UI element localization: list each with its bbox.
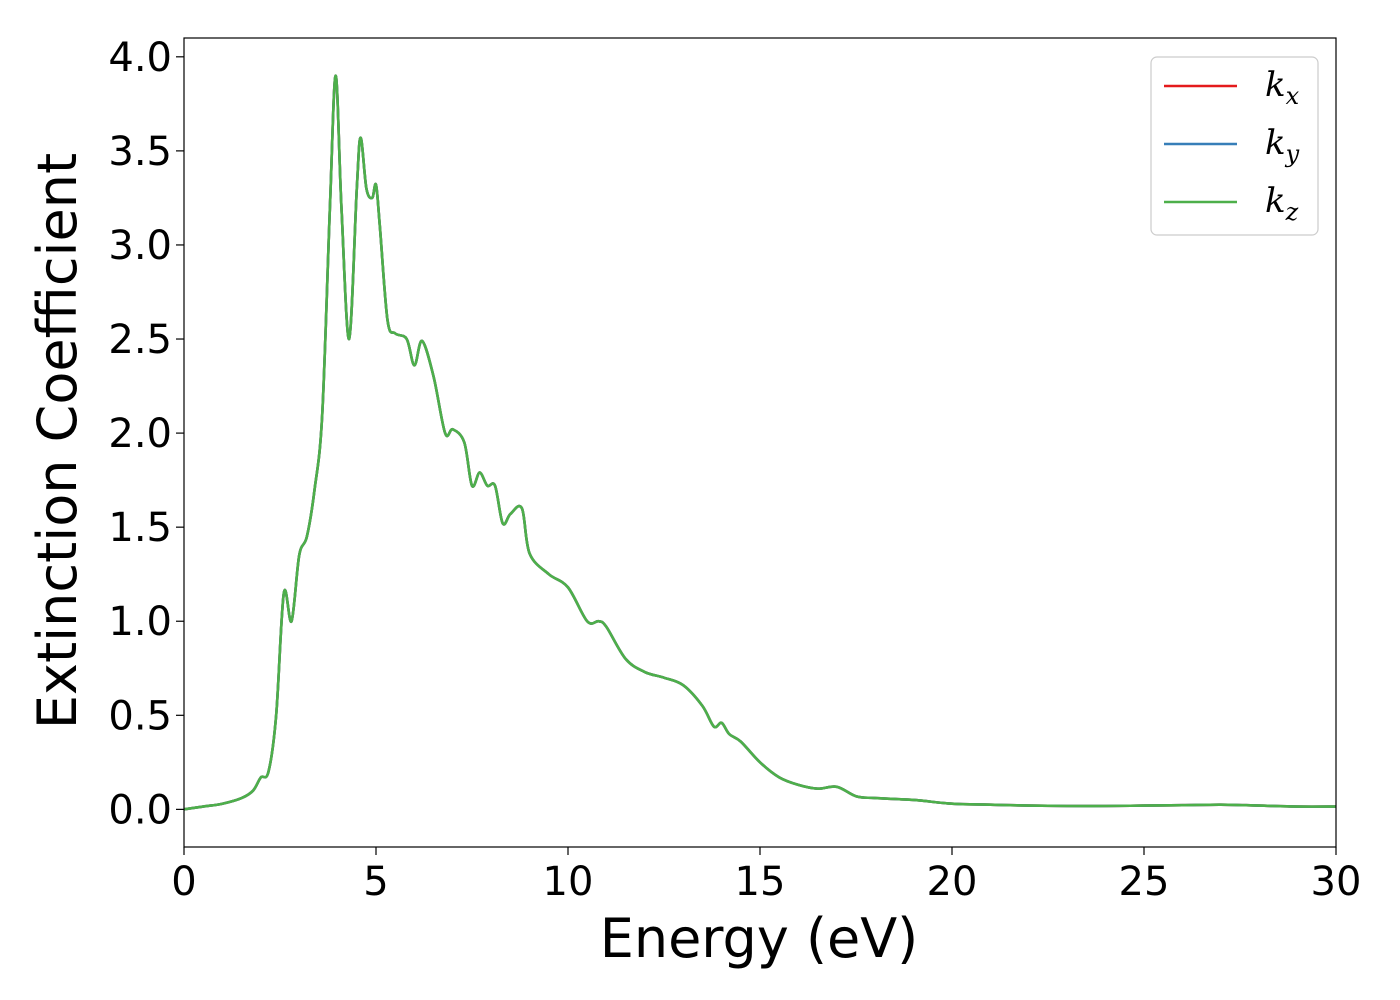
x-tick-label: 30: [1311, 859, 1362, 905]
x-tick-label: 0: [171, 859, 196, 905]
x-tick-label: 25: [1119, 859, 1170, 905]
x-tick-label: 20: [927, 859, 978, 905]
legend-label-k-x: kx: [1265, 65, 1300, 110]
legend-label-k-y: ky: [1265, 123, 1300, 168]
y-axis-label: Extinction Coefficient: [26, 153, 89, 729]
y-tick-label: 1.0: [108, 599, 172, 645]
y-tick-label: 3.0: [108, 223, 172, 269]
x-tick-label: 15: [735, 859, 786, 905]
y-tick-label: 2.5: [108, 317, 172, 363]
x-axis-ticks: 0 5 10 15 20 25 30: [171, 847, 1361, 905]
y-axis-ticks: 0.0 0.5 1.0 1.5 2.0 2.5 3.0 3.5 4.0: [108, 35, 184, 833]
y-tick-label: 2.0: [108, 411, 172, 457]
y-tick-label: 0.5: [108, 693, 172, 739]
x-tick-label: 5: [363, 859, 388, 905]
y-tick-label: 3.5: [108, 129, 172, 175]
y-tick-label: 0.0: [108, 787, 172, 833]
legend: kx ky kz: [1150, 56, 1319, 236]
y-tick-label: 4.0: [108, 35, 172, 81]
legend-label-k-z: kz: [1265, 181, 1299, 226]
x-axis-label: Energy (eV): [600, 907, 919, 970]
series-line-k-z: [184, 74, 1336, 811]
y-tick-label: 1.5: [108, 505, 172, 551]
series-layer: [184, 74, 1336, 811]
x-tick-label: 10: [543, 859, 594, 905]
legend-box: [1150, 56, 1319, 236]
